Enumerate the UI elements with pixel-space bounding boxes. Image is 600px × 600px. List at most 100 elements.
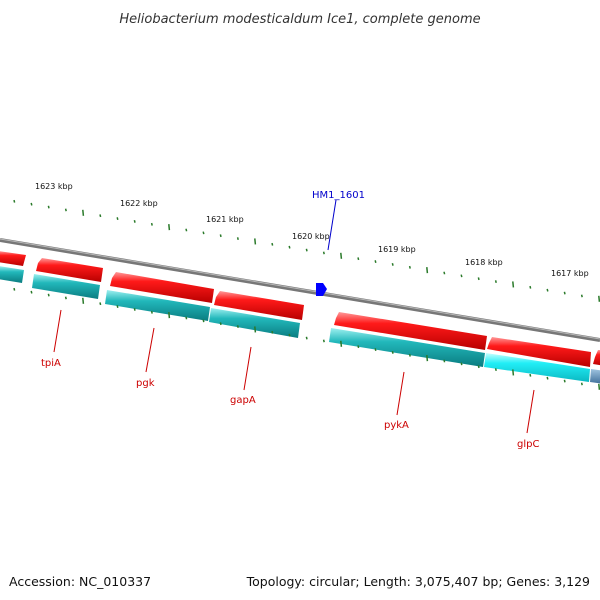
scale-tick — [236, 237, 239, 241]
gene-forward-pykA[interactable] — [334, 312, 487, 350]
scale-tick — [340, 340, 343, 347]
scale-labels: 1623 kbp 1622 kbp 1621 kbp 1620 kbp 1619 kbp… — [35, 182, 589, 278]
scale-tick — [202, 231, 205, 235]
gene-label-gapA[interactable]: gapA — [230, 395, 256, 406]
gene-reverse-gapA[interactable] — [209, 308, 300, 338]
scale-tick — [288, 333, 291, 337]
gene-forward-edge[interactable] — [593, 350, 600, 366]
scale-tick — [133, 219, 136, 223]
gene-labels: tpiA pgk gapA pykA glpC — [41, 358, 539, 450]
feature-label-leader — [327, 199, 337, 251]
feature-label-hm1-1601[interactable]: HM1_1601 — [312, 190, 365, 201]
gene-forward-pgk[interactable] — [110, 272, 214, 303]
scale-tick — [374, 348, 377, 351]
scale-tick — [391, 350, 394, 354]
scale-tick — [64, 296, 67, 300]
scale-tick — [82, 297, 85, 304]
gene-reverse-glpC[interactable] — [484, 353, 590, 382]
scale-label: 1618 kbp — [465, 258, 503, 267]
gene-forward-gapA[interactable] — [214, 291, 304, 320]
scale-tick — [47, 205, 50, 209]
scale-tick — [150, 310, 153, 314]
scale-tick — [185, 228, 188, 232]
scale-tick — [443, 271, 446, 275]
scale-tick — [546, 376, 549, 380]
scale-tick — [254, 326, 257, 333]
gene-reverse-pykA[interactable] — [329, 328, 485, 367]
scale-label: 1621 kbp — [206, 215, 244, 224]
scale-tick — [580, 382, 583, 386]
scale-tick — [30, 202, 33, 206]
gene-label-pykA[interactable]: pykA — [384, 420, 409, 431]
scale-tick — [133, 307, 136, 311]
scale-tick — [598, 295, 600, 302]
scale-tick — [271, 330, 274, 334]
scale-tick — [116, 217, 119, 220]
reverse-strand-genes — [0, 266, 600, 384]
scale-tick — [99, 214, 102, 218]
scale-label: 1620 kbp — [292, 232, 330, 241]
scale-tick — [99, 302, 102, 306]
scale-tick — [219, 322, 222, 326]
topology-summary: Topology: circular; Length: 3,075,407 bp… — [246, 574, 590, 589]
accession-text: Accession: NC_010337 — [9, 574, 152, 589]
genome-backbone-highlight — [0, 238, 600, 340]
gene-label-tpiA[interactable]: tpiA — [41, 358, 61, 369]
scale-tick — [408, 265, 411, 269]
scale-tick — [460, 274, 463, 278]
gene-reverse-edge[interactable] — [590, 369, 600, 384]
scale-tick — [236, 325, 239, 329]
forward-strand-genes — [0, 251, 600, 367]
scale-label: 1617 kbp — [551, 269, 589, 278]
scale-tick — [494, 368, 497, 372]
gene-forward-tpiA[interactable] — [36, 258, 103, 282]
scale-tick — [322, 251, 325, 255]
scale-ticks-inner — [13, 287, 600, 390]
scale-tick — [219, 234, 222, 238]
scale-tick — [563, 379, 566, 383]
gene-forward-glpC[interactable] — [487, 337, 591, 367]
pentagon-marker-icon[interactable] — [316, 283, 327, 296]
gene-label-glpC[interactable]: glpC — [517, 439, 539, 450]
gene-reverse-1[interactable] — [0, 266, 24, 283]
scale-tick — [460, 362, 463, 366]
scale-tick — [202, 319, 205, 323]
gene-reverse-tpiA[interactable] — [32, 274, 100, 299]
scale-tick — [477, 277, 480, 281]
scale-tick — [357, 345, 360, 349]
scale-label: 1619 kbp — [378, 245, 416, 254]
scale-tick — [168, 224, 171, 231]
scale-tick — [391, 262, 394, 266]
gene-reverse-pgk[interactable] — [105, 290, 210, 321]
scale-tick — [546, 288, 549, 292]
scale-tick — [512, 369, 515, 376]
scale-tick — [580, 294, 583, 298]
scale-tick — [408, 353, 411, 357]
scale-tick — [443, 359, 446, 363]
scale-tick — [477, 365, 480, 369]
scale-tick — [529, 285, 532, 289]
scale-tick — [30, 290, 33, 294]
scale-tick — [305, 248, 308, 252]
scale-tick — [340, 252, 343, 259]
scale-tick — [82, 209, 85, 216]
map-title: Heliobacterium modesticaldum Ice1, compl… — [119, 12, 480, 27]
scale-tick — [494, 280, 497, 284]
genome-backbone — [0, 238, 600, 342]
scale-tick — [185, 316, 188, 320]
scale-tick — [13, 287, 16, 291]
gene-forward-1[interactable] — [0, 251, 26, 266]
scale-tick — [563, 291, 566, 295]
scale-tick — [529, 373, 532, 377]
scale-tick — [288, 245, 291, 249]
gene-label-pgk[interactable]: pgk — [136, 378, 155, 389]
scale-label: 1623 kbp — [35, 182, 73, 191]
scale-tick — [116, 305, 119, 308]
scale-tick — [426, 267, 429, 274]
scale-tick — [64, 208, 67, 212]
scale-tick — [512, 281, 515, 288]
scale-tick — [322, 339, 325, 343]
scale-tick — [13, 199, 16, 203]
scale-tick — [150, 222, 153, 226]
